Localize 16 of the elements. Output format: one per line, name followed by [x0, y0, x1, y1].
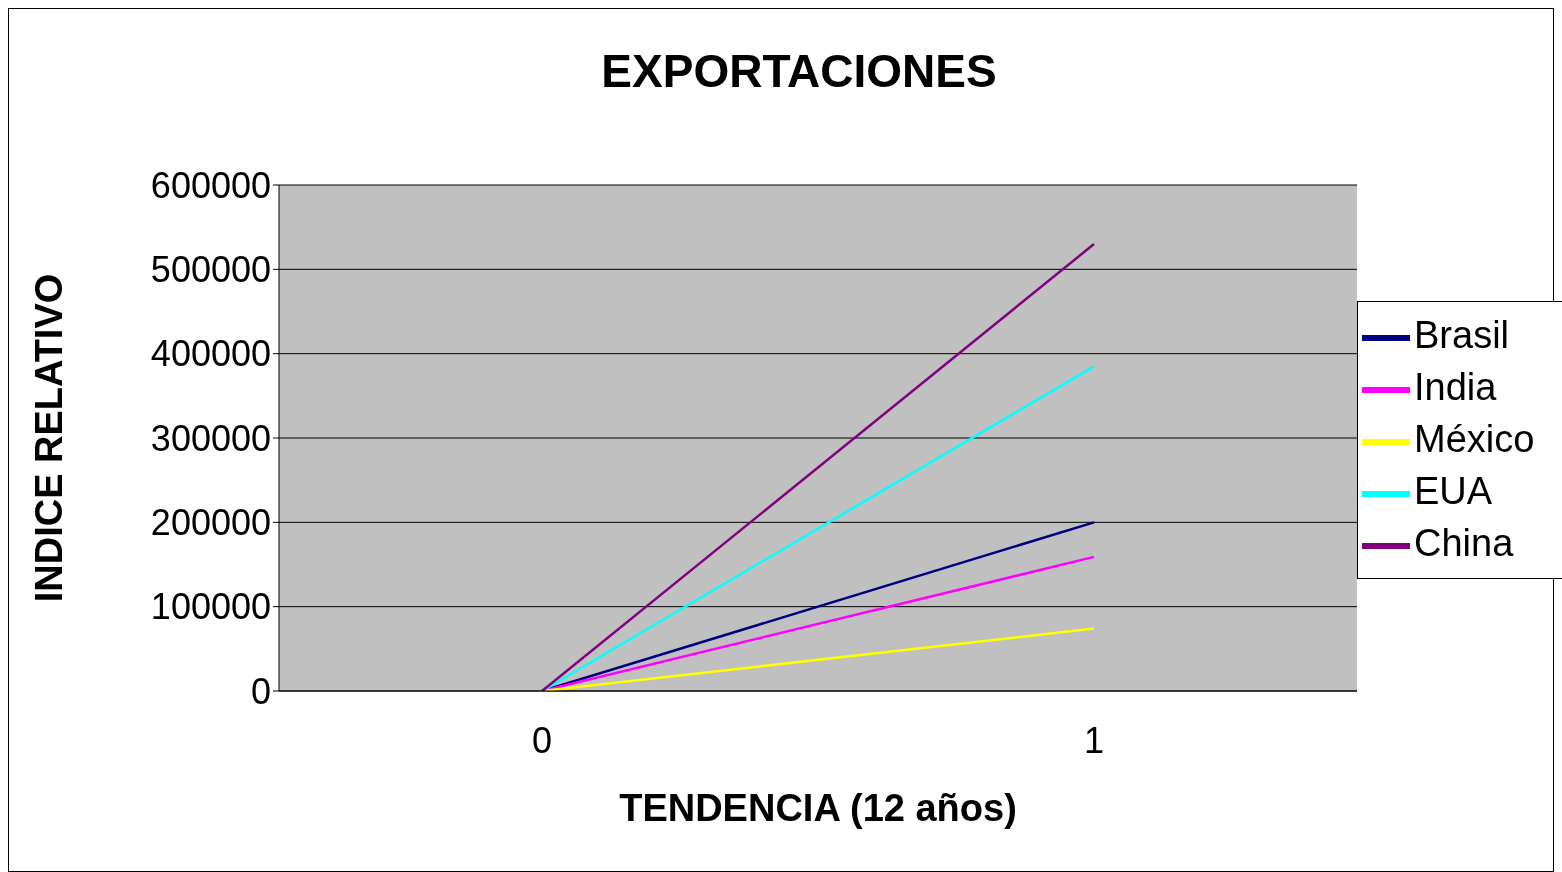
legend-label: México	[1414, 418, 1535, 461]
y-tick-label: 400000	[150, 333, 271, 375]
legend-label: EUA	[1414, 469, 1493, 512]
legend-label: India	[1414, 366, 1497, 409]
y-tick-label: 500000	[150, 249, 271, 291]
x-axis-title: TENDENCIA (12 años)	[619, 787, 1017, 829]
chart-title: EXPORTACIONES	[600, 44, 998, 98]
y-tick-label: 600000	[150, 164, 271, 206]
x-tick-label: 1	[1083, 719, 1105, 761]
legend-label: Brasil	[1414, 314, 1510, 357]
y-axis-title: INDICE RELATIVO	[28, 273, 71, 603]
y-tick-label: 0	[250, 670, 271, 712]
legend-label: China	[1414, 521, 1514, 564]
y-tick-label: 100000	[150, 586, 271, 628]
y-tick-label: 300000	[150, 417, 271, 459]
y-tick-label: 200000	[150, 502, 271, 544]
